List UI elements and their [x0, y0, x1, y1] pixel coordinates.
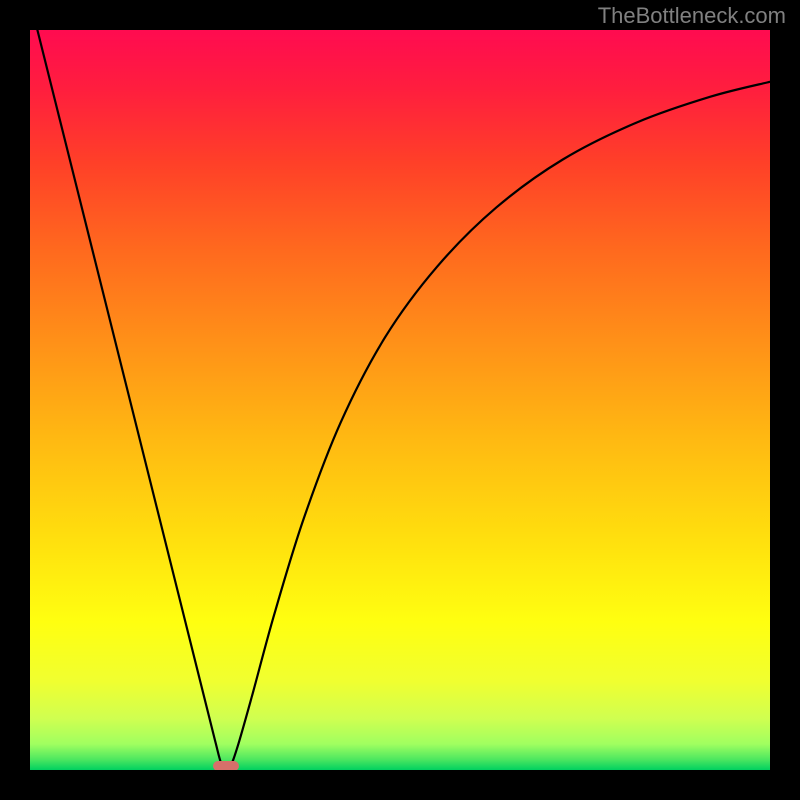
minimum-marker: [213, 761, 239, 770]
plot-area: [30, 30, 770, 770]
bottleneck-curve: [37, 30, 770, 769]
curve-svg: [30, 30, 770, 770]
chart-container: TheBottleneck.com: [0, 0, 800, 800]
watermark-text: TheBottleneck.com: [598, 3, 786, 29]
